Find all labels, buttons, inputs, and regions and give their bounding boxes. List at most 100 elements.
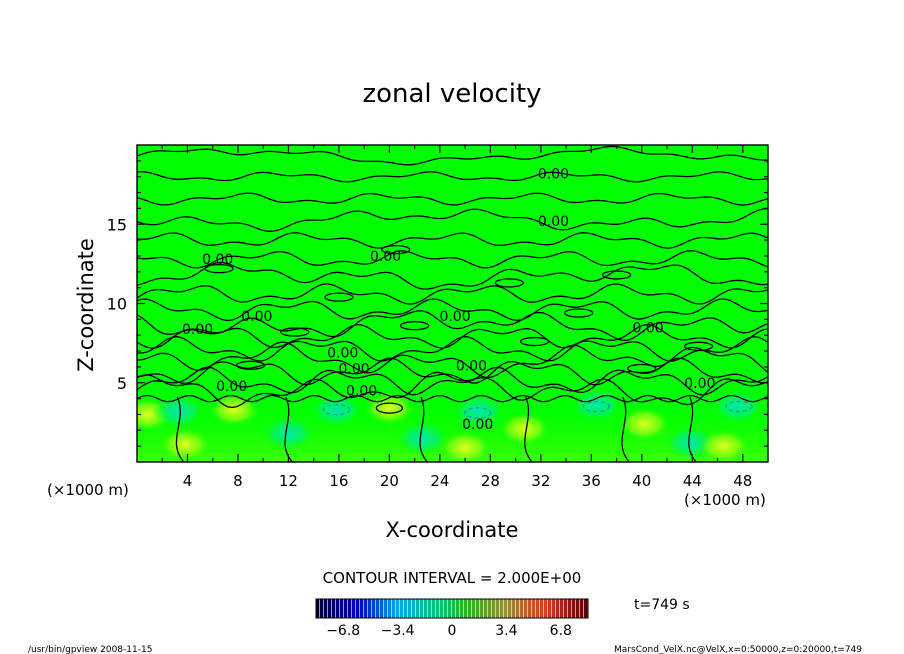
colorbar-swatch: [528, 599, 532, 618]
positive-anomaly: [618, 406, 671, 441]
axis-ticks: [137, 145, 768, 462]
colorbar-swatch: [420, 599, 424, 618]
colorbar-swatch: [384, 599, 388, 618]
colorbar-swatch: [468, 599, 472, 618]
colorbar-swatch: [332, 599, 336, 618]
colorbar-swatch: [376, 599, 380, 618]
colorbar-swatch: [388, 599, 392, 618]
negative-anomaly: [711, 389, 764, 424]
colorbar-swatch: [432, 599, 436, 618]
colorbar-tick-label: −6.8: [326, 623, 360, 639]
positive-anomaly: [697, 429, 750, 462]
contour-line: [137, 298, 768, 322]
x-tick-label: 24: [430, 472, 449, 490]
colorbar-swatch: [532, 599, 536, 618]
colorbar-swatch: [512, 599, 516, 618]
colorbar-tick-label: −3.4: [381, 623, 415, 639]
contour-line: [137, 357, 768, 386]
contour-label: 0.00: [633, 320, 664, 336]
negative-anomaly: [310, 392, 363, 427]
contour-line: [137, 394, 768, 403]
positive-anomaly: [498, 411, 551, 446]
colorbar-swatch: [316, 599, 320, 618]
x-unit-right: (×1000 m): [684, 491, 766, 509]
colorbar-swatch: [488, 599, 492, 618]
y-tick-label: 15: [107, 215, 127, 234]
colorbar-swatch: [372, 599, 376, 618]
colorbar-swatch: [392, 599, 396, 618]
contour-line: [137, 371, 768, 409]
x-tick-label: 36: [582, 472, 601, 490]
contour-closed: [322, 404, 351, 416]
contour-line: [137, 232, 768, 249]
contour-label: 0.00: [538, 214, 569, 230]
contour-eddy: [519, 336, 550, 347]
contour-lines: [137, 145, 768, 462]
colorbar-swatch: [524, 599, 528, 618]
colorbar-swatch: [540, 599, 544, 618]
contour-eddy: [204, 263, 234, 274]
negative-anomaly: [262, 416, 315, 451]
contour-line: [175, 396, 185, 462]
colorbar-swatch: [480, 599, 484, 618]
contour-line: [137, 323, 768, 349]
colorbar-swatch: [460, 599, 464, 618]
colorbar-tick-label: 0: [448, 623, 457, 639]
colorbar-swatch: [352, 599, 356, 618]
contour-label: 0.00: [538, 167, 569, 183]
x-tick-label: 32: [531, 472, 550, 490]
colorbar-swatch: [536, 599, 540, 618]
colorbar-swatch: [368, 599, 372, 618]
contour-label-group: 0.000.000.00 0.000.00 0.000.000.000.000.00…: [182, 167, 715, 433]
contour-label: 0.00: [346, 384, 377, 400]
colorbar-swatch: [452, 599, 456, 618]
colorbar-swatch: [348, 599, 352, 618]
colorbar-swatch: [356, 599, 360, 618]
colorbar-swatch: [572, 599, 576, 618]
colorbar-frame: [315, 598, 589, 619]
colorbar-swatches: [316, 599, 588, 618]
negative-anomaly: [453, 394, 506, 429]
colorbar-swatch: [408, 599, 412, 618]
x-tick-label: 16: [329, 472, 348, 490]
y-tick-label: 5: [117, 374, 127, 393]
contour-eddy: [564, 308, 594, 318]
colorbar-swatch: [464, 599, 468, 618]
y-tick-labels: 5 10 15: [107, 215, 127, 393]
contour-line: [524, 396, 533, 462]
colorbar-swatch: [504, 599, 508, 618]
colorbar-swatch: [576, 599, 580, 618]
contour-line: [621, 396, 630, 462]
x-tick-labels: 4 8 12 16 20 24 28 32 36 40 44 48: [183, 472, 753, 490]
colorbar: −6.8 −3.4 0 3.4 6.8: [315, 598, 589, 639]
colorbar-tick-labels: −6.8 −3.4 0 3.4 6.8: [326, 623, 572, 639]
contour-eddy: [235, 360, 266, 370]
colorbar-swatch: [324, 599, 328, 618]
colorbar-swatch: [320, 599, 324, 618]
colorbar-swatch: [380, 599, 384, 618]
contour-label: 0.00: [684, 376, 715, 392]
positive-anomaly: [158, 427, 211, 462]
x-tick-label: 4: [183, 472, 193, 490]
x-tick-label: 12: [279, 472, 298, 490]
contour-label: 0.00: [370, 249, 401, 265]
colorbar-swatch: [492, 599, 496, 618]
contour-line: [137, 261, 768, 290]
colorbar-swatch: [500, 599, 504, 618]
y-tick-label: 10: [107, 295, 127, 314]
colorbar-swatch: [404, 599, 408, 618]
x-tick-label: 40: [632, 472, 651, 490]
colorbar-swatch: [336, 599, 340, 618]
contour-line: [137, 336, 768, 362]
x-tick-label: 48: [733, 472, 752, 490]
negative-anomaly: [396, 421, 449, 456]
colorbar-tick-label: 3.4: [495, 623, 517, 639]
colorbar-swatch: [520, 599, 524, 618]
contour-line: [137, 145, 768, 166]
time-label: t=749 s: [634, 597, 690, 613]
colorbar-swatch: [440, 599, 444, 618]
x-tick-label: 44: [683, 472, 702, 490]
contour-label: 0.00: [338, 361, 369, 377]
footer-left: /usr/bin/gpview 2008-11-15: [28, 645, 152, 654]
